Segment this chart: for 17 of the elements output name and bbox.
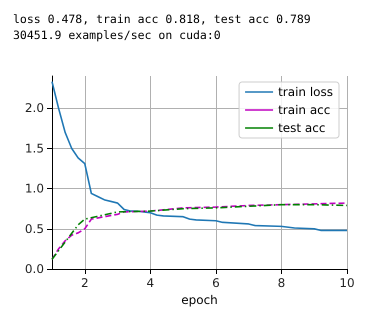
x-tick-label: 2 <box>80 276 89 290</box>
x-tick-label: 10 <box>339 276 355 290</box>
y-tick-label: 0.5 <box>24 222 44 236</box>
legend-label: train loss <box>278 85 334 99</box>
x-tick-label: 6 <box>212 276 220 290</box>
y-tick-label: 1.5 <box>24 141 44 156</box>
x-tick-label: 8 <box>278 276 286 290</box>
line-series <box>51 80 348 232</box>
chart-subtitle: 30451.9 examples/sec on cuda:0 <box>13 28 221 42</box>
x-tick-label: 4 <box>146 276 154 290</box>
y-tick-label: 2.0 <box>24 101 44 116</box>
chart-title: loss 0.478, train acc 0.818, test acc 0.789 <box>13 12 311 26</box>
legend-label: test acc <box>278 121 326 135</box>
legend-label: train acc <box>278 103 330 117</box>
y-tick-label: 1.0 <box>24 182 44 196</box>
y-tick-label: 0.0 <box>24 262 44 276</box>
x-axis-title: epoch <box>181 292 218 307</box>
